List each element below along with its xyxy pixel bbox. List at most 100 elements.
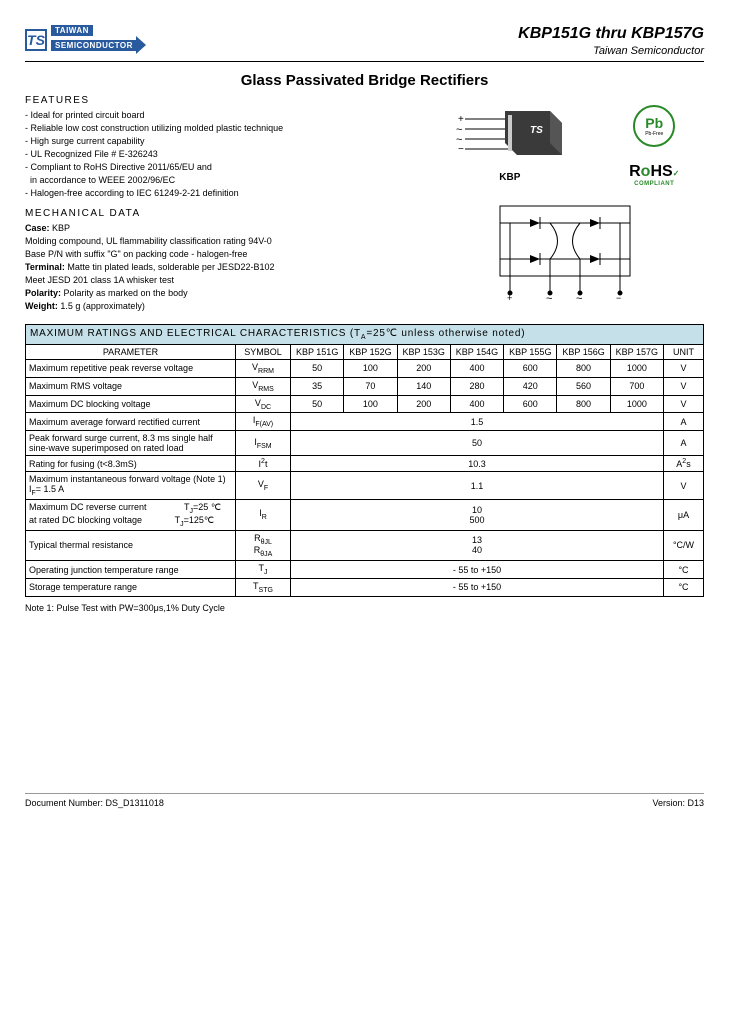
symbol-cell: RθJLRθJA: [236, 530, 291, 561]
rohs-compliant: COMPLIANT: [629, 181, 679, 187]
terminal-value: Matte tin plated leads, solderable per J…: [65, 262, 275, 272]
param-cell: Storage temperature range: [26, 578, 236, 596]
document-title: Glass Passivated Bridge Rectifiers: [25, 72, 704, 89]
feature-item: - Compliant to RoHS Directive 2011/65/EU…: [25, 162, 415, 172]
svg-text:−: −: [458, 144, 464, 155]
version: Version: D13: [652, 798, 704, 808]
table-row: Maximum RMS voltage VRMS 357014028042056…: [26, 377, 704, 395]
param-cell: Typical thermal resistance: [26, 530, 236, 561]
mechanical-heading: MECHANICAL DATA: [25, 208, 415, 219]
package-drawing: + ~ ~ − TS KBP: [450, 105, 570, 183]
value-cell: 10500: [291, 499, 664, 530]
value-cell: 600: [504, 360, 557, 378]
value-cell: 1000: [610, 360, 663, 378]
value-cell: 50: [291, 395, 344, 413]
table-row: Operating junction temperature range TJ …: [26, 561, 704, 579]
param-cell: Maximum repetitive peak reverse voltage: [26, 360, 236, 378]
mech-line: Meet JESD 201 class 1A whisker test: [25, 275, 415, 285]
value-cell: 600: [504, 395, 557, 413]
value-cell: 280: [450, 377, 503, 395]
polarity-label: Polarity:: [25, 288, 61, 298]
value-cell: 1.5: [291, 413, 664, 431]
table-row: Maximum instantaneous forward voltage (N…: [26, 472, 704, 500]
col-symbol: SYMBOL: [236, 345, 291, 360]
table-row: Maximum average forward rectified curren…: [26, 413, 704, 431]
table-header-row: PARAMETER SYMBOL KBP 151G KBP 152G KBP 1…: [26, 345, 704, 360]
logo-arrow-icon: [136, 36, 146, 54]
unit-cell: V: [664, 377, 704, 395]
value-cell: - 55 to +150: [291, 561, 664, 579]
param-cell: Maximum average forward rectified curren…: [26, 413, 236, 431]
value-cell: 1340: [291, 530, 664, 561]
unit-cell: °C: [664, 578, 704, 596]
table-row: Maximum DC reverse current TJ=25 ℃ at ra…: [26, 499, 704, 530]
param-cell: Maximum instantaneous forward voltage (N…: [26, 472, 236, 500]
bridge-schematic: + ~ ~ −: [425, 201, 704, 304]
value-cell: 50: [291, 431, 664, 456]
features-heading: FEATURES: [25, 95, 415, 106]
col-part: KBP 154G: [450, 345, 503, 360]
feature-item: - UL Recognized File # E-326243: [25, 149, 415, 159]
value-cell: 35: [291, 377, 344, 395]
rohs-o: o: [641, 163, 651, 180]
case-value: KBP: [50, 223, 71, 233]
value-cell: 400: [450, 395, 503, 413]
symbol-cell: TJ: [236, 561, 291, 579]
col-part: KBP 151G: [291, 345, 344, 360]
unit-cell: V: [664, 472, 704, 500]
logo-mark: TS: [25, 29, 47, 51]
feature-item: - Halogen-free according to IEC 61249-2-…: [25, 188, 415, 198]
feature-item: in accordance to WEEE 2002/96/EC: [25, 175, 415, 185]
value-cell: - 55 to +150: [291, 578, 664, 596]
document-number: Document Number: DS_D1311018: [25, 798, 164, 808]
case-label: Case:: [25, 223, 50, 233]
value-cell: 70: [344, 377, 397, 395]
rohs-badge: RoHS✓ COMPLIANT: [629, 163, 679, 187]
pb-free-badge: Pb Pb-Free: [633, 105, 675, 147]
svg-text:−: −: [616, 293, 621, 301]
svg-text:~: ~: [546, 293, 552, 301]
feature-item: - Reliable low cost construction utilizi…: [25, 123, 415, 133]
unit-cell: V: [664, 395, 704, 413]
param-cell: Maximum DC reverse current TJ=25 ℃ at ra…: [26, 499, 236, 530]
col-part: KBP 153G: [397, 345, 450, 360]
symbol-cell: VDC: [236, 395, 291, 413]
unit-cell: μA: [664, 499, 704, 530]
unit-cell: A2s: [664, 456, 704, 472]
pb-subtext: Pb-Free: [645, 131, 663, 137]
company-name: Taiwan Semiconductor: [518, 45, 704, 57]
param-cell: Peak forward surge current, 8.3 ms singl…: [26, 431, 236, 456]
symbol-cell: IR: [236, 499, 291, 530]
col-parameter: PARAMETER: [26, 345, 236, 360]
table-note: Note 1: Pulse Test with PW=300μs,1% Duty…: [25, 603, 704, 613]
part-title: KBP151G thru KBP157G: [518, 25, 704, 43]
value-cell: 100: [344, 360, 397, 378]
logo-text-1: TAIWAN: [51, 25, 93, 36]
table-row: Rating for fusing (t<8.3mS) I2t 10.3 A2s: [26, 456, 704, 472]
param-cell: Operating junction temperature range: [26, 561, 236, 579]
unit-cell: A: [664, 431, 704, 456]
table-row: Typical thermal resistance RθJLRθJA 1340…: [26, 530, 704, 561]
value-cell: 400: [450, 360, 503, 378]
value-cell: 1000: [610, 395, 663, 413]
symbol-cell: I2t: [236, 456, 291, 472]
param-cell: Maximum DC blocking voltage: [26, 395, 236, 413]
symbol-cell: TSTG: [236, 578, 291, 596]
symbol-cell: VRMS: [236, 377, 291, 395]
feature-item: - Ideal for printed circuit board: [25, 110, 415, 120]
table-caption: MAXIMUM RATINGS AND ELECTRICAL CHARACTER…: [26, 325, 704, 345]
col-part: KBP 157G: [610, 345, 663, 360]
table-row: Maximum DC blocking voltage VDC 50100200…: [26, 395, 704, 413]
svg-text:~: ~: [576, 293, 582, 301]
rohs-hs: HS: [650, 163, 672, 180]
package-label: KBP: [450, 172, 570, 183]
unit-cell: A: [664, 413, 704, 431]
mech-line: Base P/N with suffix "G" on packing code…: [25, 249, 415, 259]
value-cell: 200: [397, 360, 450, 378]
feature-item: - High surge current capability: [25, 136, 415, 146]
value-cell: 50: [291, 360, 344, 378]
symbol-cell: VF: [236, 472, 291, 500]
page-footer: Document Number: DS_D1311018 Version: D1…: [25, 793, 704, 808]
unit-cell: °C: [664, 561, 704, 579]
col-part: KBP 156G: [557, 345, 610, 360]
